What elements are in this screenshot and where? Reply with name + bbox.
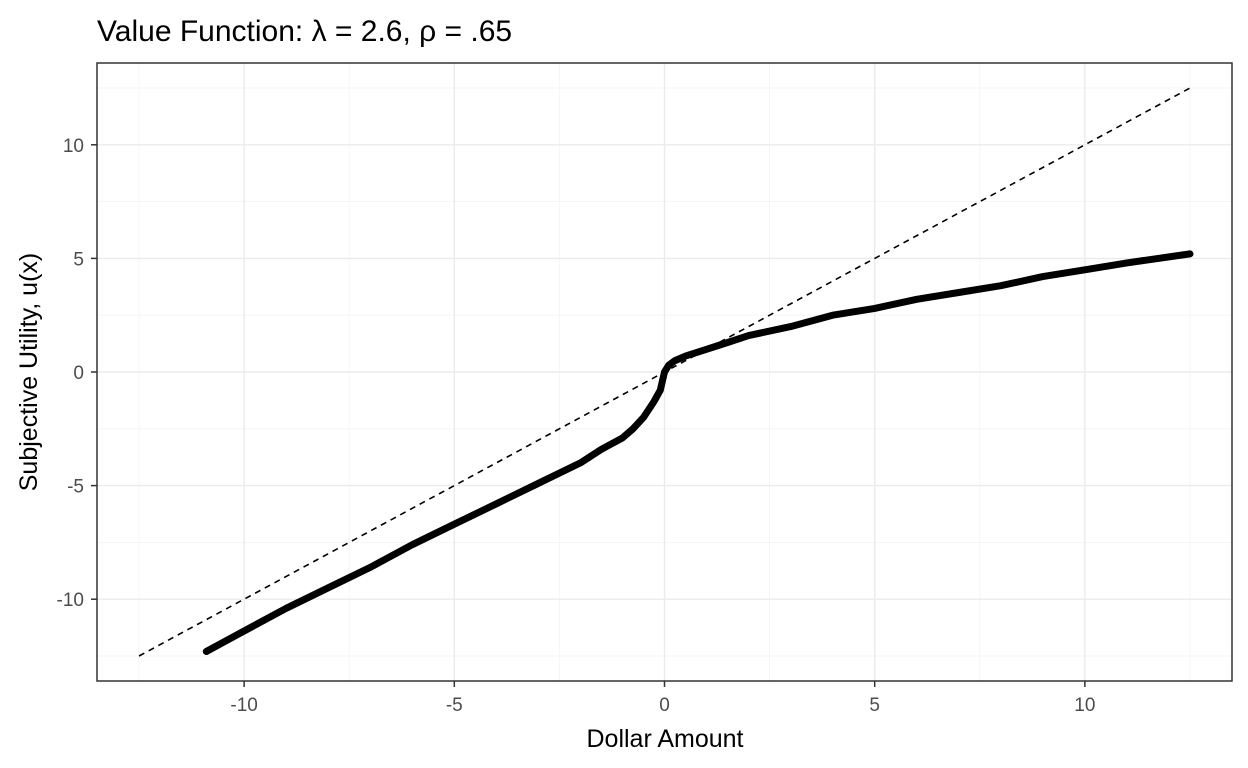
value-function-line [202,250,1194,655]
x-axis-title: Dollar Amount [586,725,743,753]
major-gridlines [97,63,1232,681]
x-tick-label: 0 [659,695,670,716]
y-axis-title: Subjective Utility, u(x) [15,253,43,492]
y-tick-label: -10 [57,590,84,611]
series-layer [138,87,1194,657]
x-axis-ticks: -10 -5 0 5 10 [230,681,1095,716]
y-tick-label: 0 [73,363,84,384]
y-axis-ticks: -10 -5 0 5 10 [57,136,97,611]
x-tick-label: 5 [869,695,880,716]
x-tick-label: 10 [1074,695,1095,716]
y-tick-label: 5 [73,249,84,270]
chart-title: Value Function: λ = 2.6, ρ = .65 [97,15,512,48]
reference-line [138,87,1191,657]
x-tick-label: -10 [230,695,257,716]
x-tick-label: -5 [446,695,463,716]
y-tick-label: 10 [63,136,84,157]
y-tick-label: -5 [67,477,84,498]
